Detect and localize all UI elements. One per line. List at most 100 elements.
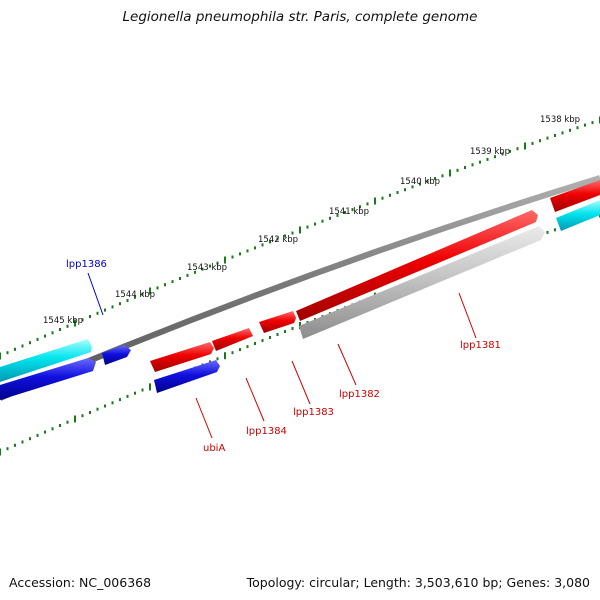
inner-scale-tick	[119, 398, 121, 402]
gene-lpp1382[interactable]	[259, 311, 296, 333]
outer-scale-tick	[254, 246, 256, 250]
gene-ubiA-forward[interactable]	[150, 342, 214, 372]
rna-gene-lower-right	[556, 200, 600, 231]
inner-scale-tick	[44, 430, 46, 434]
outer-scale-tick	[14, 347, 16, 351]
inner-scale-tick	[276, 333, 279, 336]
outer-scale-tick	[359, 205, 361, 209]
inner-scale-tick	[21, 440, 24, 444]
gene-label-lpp1384[interactable]: lpp1384	[246, 426, 287, 437]
outer-scale-tick	[284, 234, 286, 238]
outer-scale-tick	[531, 141, 534, 145]
gene-lpp1386[interactable]	[102, 345, 131, 365]
outer-scale-tick	[441, 174, 444, 178]
outer-scale-tick	[224, 256, 226, 264]
outer-scale-tick	[104, 308, 106, 312]
inner-scale-tick	[0, 448, 1, 456]
outer-scale-ticks	[0, 116, 600, 360]
scale-label-1542: 1542 kbp	[258, 235, 298, 245]
outer-scale-tick	[141, 292, 144, 296]
outer-scale-tick	[291, 231, 294, 235]
scale-label-1543: 1543 kbp	[187, 263, 227, 273]
scale-label-1539: 1539 kbp	[470, 147, 510, 157]
inner-scale-tick	[96, 407, 99, 411]
outer-scale-tick	[404, 188, 406, 192]
outer-scale-tick	[246, 249, 249, 253]
outer-scale-tick	[554, 134, 556, 137]
inner-scale-tick	[291, 327, 294, 330]
outer-scale-tick	[546, 136, 549, 140]
outer-scale-tick	[36, 337, 39, 341]
outer-scale-tick	[186, 273, 189, 277]
pseudo-gene-gray	[299, 226, 545, 339]
outer-scale-tick	[389, 193, 391, 197]
outer-scale-tick	[209, 264, 211, 268]
outer-scale-tick	[456, 168, 459, 172]
inner-scale-tick	[246, 345, 249, 349]
gene-lpp1381[interactable]	[296, 210, 538, 321]
outer-scale-tick	[539, 139, 541, 143]
outer-scale-tick	[81, 318, 84, 322]
outer-scale-tick	[276, 237, 279, 241]
outer-scale-tick	[396, 191, 399, 194]
outer-scale-tick	[321, 219, 324, 223]
outer-scale-tick	[351, 208, 354, 212]
topology-text: Topology: circular; Length: 3,503,610 bp…	[246, 575, 590, 590]
leader-lpp1383	[291, 360, 311, 405]
inner-scale-tick	[261, 339, 264, 342]
gene-label-lpp1383[interactable]: lpp1383	[293, 407, 334, 418]
outer-scale-tick	[261, 243, 264, 247]
inner-scale-tick	[284, 330, 286, 333]
inner-scale-tick	[299, 322, 301, 329]
outer-scale-tick	[576, 126, 579, 130]
outer-scale-tick	[306, 225, 309, 229]
inner-scale-tick	[126, 394, 129, 398]
outer-scale-tick	[126, 299, 129, 302]
gene-label-lpp1381[interactable]: lpp1381	[460, 340, 501, 351]
outer-scale-tick	[111, 305, 114, 309]
inner-scale-tick	[141, 388, 144, 392]
outer-scale-tick	[336, 213, 339, 217]
scale-label-1541: 1541 kbp	[329, 207, 369, 217]
gene-label-lpp1382[interactable]: lpp1382	[339, 389, 380, 400]
outer-scale-tick	[59, 328, 61, 331]
outer-scale-tick	[486, 157, 489, 161]
leader-ubiA	[195, 397, 213, 439]
outer-scale-tick	[344, 211, 346, 214]
accession-text: Accession: NC_006368	[9, 575, 152, 590]
outer-scale-tick	[51, 331, 54, 335]
outer-scale-tick	[216, 261, 219, 265]
outer-scale-tick	[516, 147, 519, 151]
gene-label-lpp1386[interactable]: lpp1386	[66, 259, 107, 270]
outer-scale-tick	[0, 352, 1, 360]
outer-scale-tick	[164, 283, 166, 287]
inner-scale-tick	[66, 420, 69, 424]
outer-scale-tick	[171, 280, 174, 284]
inner-scale-tick	[59, 424, 61, 427]
leader-lpp1381	[458, 292, 477, 339]
inner-scale-tick	[546, 230, 549, 234]
inner-scale-tick	[269, 336, 271, 339]
scale-label-1540: 1540 kbp	[400, 177, 440, 187]
leader-lpp1384	[245, 377, 265, 422]
outer-scale-tick	[419, 182, 421, 186]
inner-scale-tick	[81, 414, 84, 418]
inner-scale-tick	[134, 391, 136, 395]
outer-scale-tick	[381, 196, 384, 200]
gene-lpp1383[interactable]	[212, 328, 253, 351]
outer-scale-tick	[561, 131, 564, 135]
outer-scale-tick	[44, 334, 46, 338]
outer-scale-tick	[96, 311, 99, 315]
outer-scale-tick	[509, 149, 511, 153]
outer-scale-tick	[501, 152, 504, 156]
outer-scale-tick	[449, 169, 451, 177]
inner-scale-tick	[36, 433, 39, 437]
inner-scale-tick	[231, 351, 234, 355]
outer-scale-tick	[591, 121, 594, 125]
outer-scale-tick	[329, 216, 331, 220]
gene-label-ubiA[interactable]: ubiA	[203, 443, 225, 454]
gene-ubiA[interactable]	[154, 360, 220, 393]
inner-scale-tick	[554, 228, 556, 232]
leader-lpp1382	[337, 343, 357, 386]
